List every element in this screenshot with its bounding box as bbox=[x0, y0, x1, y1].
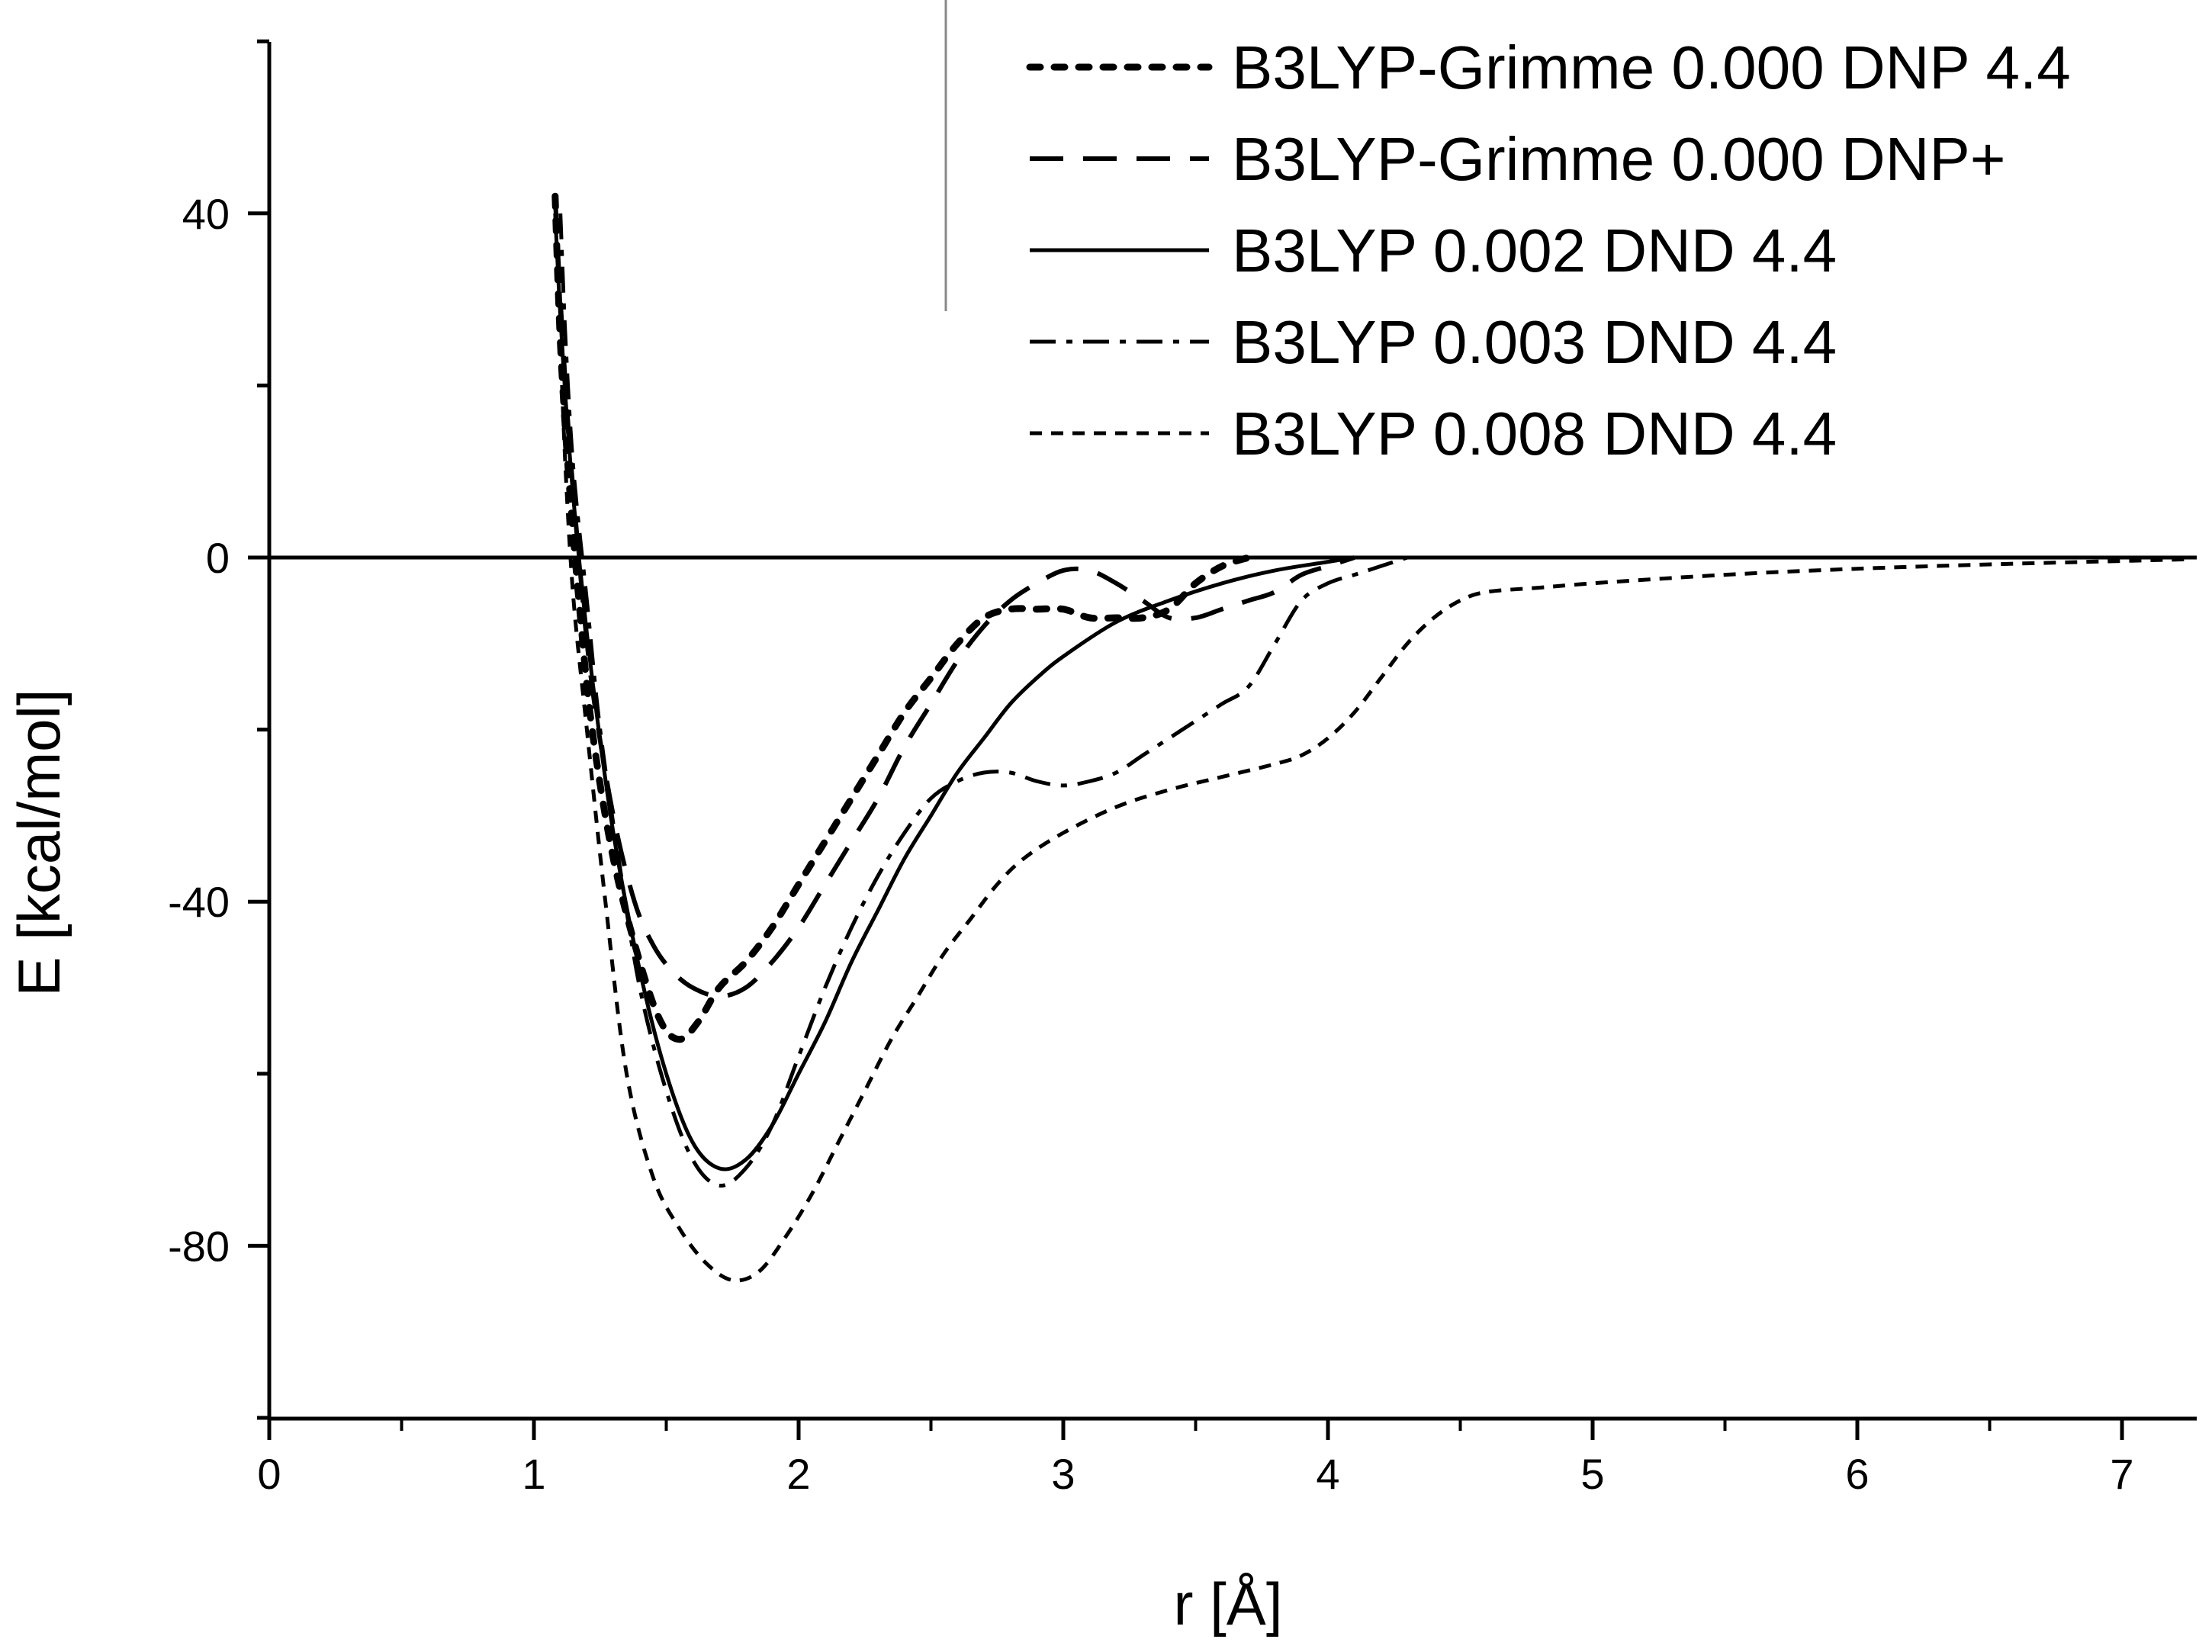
legend-label-3: B3LYP 0.002 DND 4.4 bbox=[1232, 217, 1837, 284]
x-tick-label: 4 bbox=[1316, 1450, 1339, 1498]
legend-label-5: B3LYP 0.008 DND 4.4 bbox=[1232, 400, 1837, 468]
tick-labels: 0 1 2 3 4 5 6 7 40 0 -40 -80 bbox=[168, 190, 2134, 1498]
series-line-3 bbox=[553, 213, 1355, 1172]
legend-label-1: B3LYP-Grimme 0.000 DNP 4.4 bbox=[1232, 34, 2071, 101]
series-layer bbox=[551, 192, 2188, 1283]
ticks bbox=[248, 39, 2124, 1440]
y-tick-label: -80 bbox=[168, 1222, 230, 1270]
x-tick-label: 3 bbox=[1051, 1450, 1075, 1498]
x-tick-label: 0 bbox=[257, 1450, 281, 1498]
x-tick-label: 7 bbox=[2110, 1450, 2133, 1498]
series-line-1 bbox=[551, 192, 1252, 1043]
x-tick-label: 5 bbox=[1580, 1450, 1604, 1498]
x-tick-label: 2 bbox=[786, 1450, 810, 1498]
y-tick-label: 40 bbox=[182, 190, 230, 238]
y-axis-title: E [kcal/mol] bbox=[5, 689, 72, 996]
legend-label-4: B3LYP 0.003 DND 4.4 bbox=[1232, 308, 1837, 376]
y-tick-label: -40 bbox=[168, 878, 230, 926]
x-tick-label: 6 bbox=[1845, 1450, 1869, 1498]
series-line-4 bbox=[558, 213, 1408, 1188]
series-line-5 bbox=[558, 342, 2188, 1283]
legend-label-2: B3LYP-Grimme 0.000 DNP+ bbox=[1232, 125, 2005, 193]
legend: B3LYP-Grimme 0.000 DNP 4.4 B3LYP-Grimme 0… bbox=[1026, 34, 2071, 468]
y-tick-label: 0 bbox=[206, 534, 230, 582]
x-tick-label: 1 bbox=[522, 1450, 545, 1498]
axes bbox=[267, 0, 2197, 1421]
x-axis-title: r [Å] bbox=[1173, 1570, 1282, 1638]
